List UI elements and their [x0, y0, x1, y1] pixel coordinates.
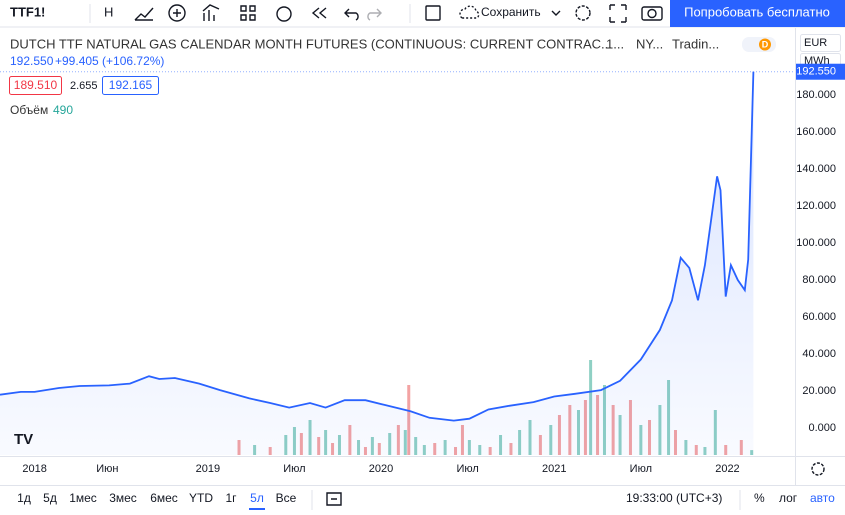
select-icon[interactable] — [425, 5, 441, 21]
range-button[interactable]: 3мес — [109, 491, 137, 505]
volume-label: Объём — [10, 103, 48, 117]
legend-exchange: NY... — [636, 36, 663, 51]
x-tick-label: Июл — [630, 463, 652, 475]
symbol[interactable]: TTF1! — [10, 4, 45, 19]
x-tick-label: Июл — [456, 463, 478, 475]
plot — [0, 71, 755, 455]
auto-toggle[interactable]: авто — [810, 491, 835, 505]
volume-value: 490 — [53, 103, 73, 117]
layout-icon[interactable] — [240, 5, 256, 21]
currency-select[interactable] — [800, 34, 841, 52]
price-line — [0, 71, 755, 422]
plus — [173, 9, 181, 17]
series-title: DUTCH TTF NATURAL GAS CALENDAR MONTH FUT… — [10, 36, 612, 51]
range-button[interactable]: 6мес — [150, 491, 178, 505]
tv-logo[interactable]: TV — [14, 431, 33, 448]
interval[interactable]: H — [104, 4, 113, 19]
settings-icon[interactable] — [575, 5, 591, 21]
fullscreen-icon[interactable] — [609, 4, 627, 23]
y-tick-label: 180.000 — [796, 89, 836, 101]
percent-toggle[interactable]: % — [754, 491, 765, 505]
bid: 189.510 — [14, 78, 58, 92]
ask-box[interactable] — [102, 76, 159, 95]
range-button[interactable]: 1мес — [69, 491, 97, 505]
chart-style-icon[interactable] — [134, 7, 154, 21]
legend: DUTCH TTF NATURAL GAS CALENDAR MONTH FUT… — [9, 36, 776, 117]
legend-source: Tradin... — [672, 36, 719, 51]
try-button-label: Попробовать бесплатно — [684, 4, 830, 19]
x-tick-label: 2018 — [22, 463, 46, 475]
y-tick-label: 60.000 — [802, 311, 836, 323]
bid-box[interactable] — [9, 76, 62, 95]
clock[interactable]: 19:33:00 (UTC+3) — [626, 491, 722, 505]
y-tick-label: 0.000 — [808, 422, 836, 434]
x-tick-label: Июн — [96, 463, 118, 475]
last-price-tag-label: 192.550 — [796, 66, 836, 78]
badge: D — [762, 39, 769, 49]
alert-icon[interactable] — [276, 6, 292, 22]
y-tick-label: 120.000 — [796, 200, 836, 212]
replay-icon[interactable] — [311, 7, 327, 19]
change: +99.405 (+106.72%) — [55, 54, 164, 68]
last-price: 192.550 — [10, 54, 54, 68]
toolbar: TTF1! H Сохранить Попробовать бесплатно — [0, 0, 845, 28]
y-tick-label: 80.000 — [802, 274, 836, 286]
log-toggle[interactable]: лог — [779, 491, 798, 505]
range-button[interactable]: 1г — [225, 491, 237, 505]
x-tick-label: 2019 — [196, 463, 220, 475]
badge-dot — [759, 38, 771, 51]
lens — [647, 8, 657, 19]
screenshot-icon[interactable] — [641, 6, 663, 21]
redo-icon[interactable] — [367, 8, 382, 21]
x-tick-label: 2020 — [369, 463, 393, 475]
x-tick-label: 2021 — [542, 463, 566, 475]
y-tick-label: 40.000 — [802, 348, 836, 360]
ask: 192.165 — [109, 78, 153, 92]
range-button[interactable]: 1д — [17, 491, 31, 505]
save-menu[interactable] — [551, 10, 561, 16]
indicators-icon[interactable] — [202, 4, 220, 21]
range-button[interactable]: YTD — [189, 491, 213, 505]
indicator-add-icon[interactable] — [168, 4, 186, 22]
legend-interval: 1... — [606, 36, 624, 51]
y-tick-label: 140.000 — [796, 163, 836, 175]
y-tick-label: 20.000 — [802, 385, 836, 397]
undo-icon[interactable] — [344, 8, 359, 21]
price-area — [0, 71, 754, 455]
y-tick-label: 160.000 — [796, 126, 836, 138]
bottom-bar: 19:33:00 (UTC+3) % лог авто 1д 5д 1мес 3мес… — [17, 490, 835, 510]
y-tick-label: 100.000 — [796, 237, 836, 249]
save-button[interactable]: Сохранить — [481, 5, 541, 19]
x-tick-label: 2022 — [715, 463, 739, 475]
goto-date-icon[interactable] — [326, 492, 342, 506]
spread: 2.655 — [70, 80, 98, 92]
range-button[interactable]: 5д — [43, 491, 57, 505]
range-button[interactable]: 5л — [250, 491, 264, 505]
try-button[interactable] — [670, 0, 845, 27]
last-price-tag — [796, 63, 845, 80]
x-tick-label: Июл — [283, 463, 305, 475]
axis-settings-icon[interactable] — [811, 462, 825, 476]
range-button[interactable]: Все — [276, 491, 297, 505]
currency: EUR — [804, 37, 827, 49]
